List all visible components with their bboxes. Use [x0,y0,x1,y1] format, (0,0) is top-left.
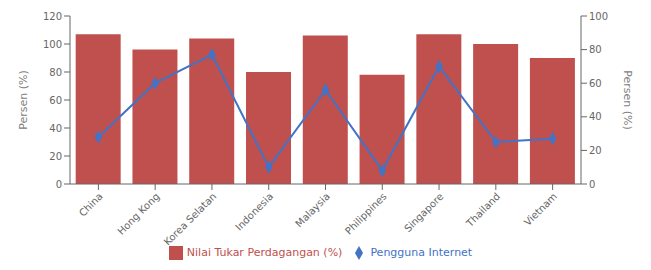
svg-text:Singapore: Singapore [402,191,445,234]
svg-text:20: 20 [49,151,62,162]
svg-text:Persen (%): Persen (%) [17,70,30,130]
svg-text:100: 100 [589,11,608,22]
svg-text:Hong Kong: Hong Kong [115,191,161,237]
svg-text:100: 100 [43,39,62,50]
svg-text:Thailand: Thailand [463,191,502,230]
svg-text:Philippines: Philippines [343,191,389,237]
html-text:Nilai Tukar Perdagangan (%): Nilai Tukar Perdagangan (%) [186,246,343,259]
html-text:Pengguna Internet: Pengguna Internet [370,246,473,259]
svg-text:60: 60 [589,78,602,89]
svg-text:Indonesia: Indonesia [233,191,275,233]
svg-text:0: 0 [589,179,595,190]
svg-text:20: 20 [589,145,602,156]
svg-text:40: 40 [589,111,602,122]
svg-text:60: 60 [49,95,62,106]
svg-text:Malaysia: Malaysia [293,191,332,230]
svg-text:Korea Selatan: Korea Selatan [162,191,219,248]
svg-text:Vietnam: Vietnam [522,191,559,228]
svg-text:China: China [77,191,105,219]
svg-text:0: 0 [56,179,62,190]
svg-text:Persen (%): Persen (%) [621,70,634,130]
svg-text:80: 80 [589,44,602,55]
svg-text:80: 80 [49,67,62,78]
svg-text:120: 120 [43,11,62,22]
svg-text:40: 40 [49,123,62,134]
